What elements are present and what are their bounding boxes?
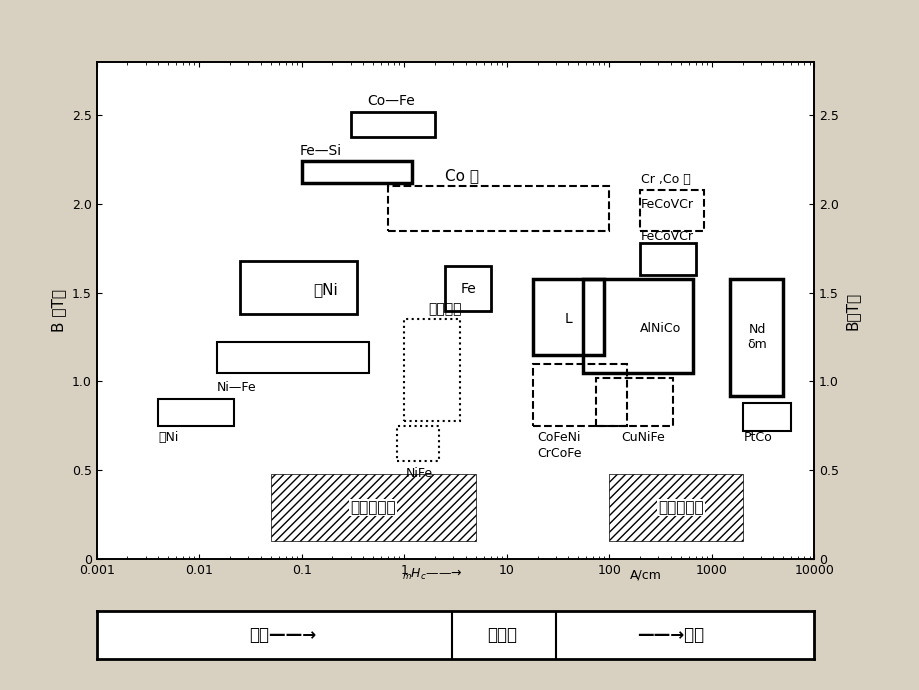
Y-axis label: B （T）: B （T） <box>51 289 66 332</box>
Text: PtCo: PtCo <box>743 431 772 444</box>
Text: $_mH_c$——→: $_mH_c$——→ <box>402 567 462 582</box>
Text: Cr ,Co 钑: Cr ,Co 钑 <box>641 173 690 186</box>
Bar <box>742 403 790 431</box>
Bar <box>403 319 460 420</box>
Text: 中Ni: 中Ni <box>312 282 337 297</box>
Bar <box>350 112 435 137</box>
Y-axis label: B（T）: B（T） <box>844 291 858 330</box>
Bar <box>532 279 604 355</box>
Text: A/cm: A/cm <box>657 627 689 640</box>
Bar <box>396 426 438 462</box>
Text: 软磁铁氧体: 软磁铁氧体 <box>350 500 396 515</box>
Bar <box>240 261 357 314</box>
Text: Fe—Si: Fe—Si <box>299 144 341 158</box>
Bar <box>596 378 673 426</box>
Text: ——→硬磁: ——→硬磁 <box>637 626 703 644</box>
Text: AlNiCo: AlNiCo <box>640 322 681 335</box>
Bar <box>640 190 704 230</box>
Text: Ni—Fe: Ni—Fe <box>217 382 256 395</box>
Text: L: L <box>564 313 572 326</box>
Bar <box>217 342 369 373</box>
Text: Co—Fe: Co—Fe <box>367 95 414 108</box>
Text: FeCoVCr: FeCoVCr <box>641 230 693 243</box>
Bar <box>582 279 692 373</box>
Text: CuNiFe: CuNiFe <box>620 431 664 444</box>
Text: Co 钑: Co 钑 <box>445 168 479 183</box>
Text: NiFe: NiFe <box>405 466 432 480</box>
Text: 半硬磁: 半硬磁 <box>486 626 516 644</box>
Bar <box>532 364 627 426</box>
Bar <box>729 279 782 395</box>
Bar <box>158 400 234 426</box>
Text: 粉末铁芯: 粉末铁芯 <box>427 302 461 316</box>
Text: FeCoVCr: FeCoVCr <box>641 197 693 210</box>
Text: 高Ni: 高Ni <box>158 431 178 444</box>
Text: 硬磁铁氧体: 硬磁铁氧体 <box>657 500 703 515</box>
Text: CrCoFe: CrCoFe <box>537 447 582 460</box>
Text: Nd
δm: Nd δm <box>747 323 766 351</box>
Text: Fe: Fe <box>460 282 475 296</box>
Text: 软磁——→: 软磁——→ <box>249 626 316 644</box>
Bar <box>445 266 490 311</box>
Text: $_mH_c$——➡: $_mH_c$——➡ <box>414 612 475 627</box>
Bar <box>608 474 742 541</box>
Text: A/cm: A/cm <box>630 569 662 581</box>
Text: CoFeNi: CoFeNi <box>537 431 581 444</box>
Bar <box>301 161 412 183</box>
Bar <box>388 186 608 230</box>
Bar <box>640 243 695 275</box>
Bar <box>270 474 475 541</box>
